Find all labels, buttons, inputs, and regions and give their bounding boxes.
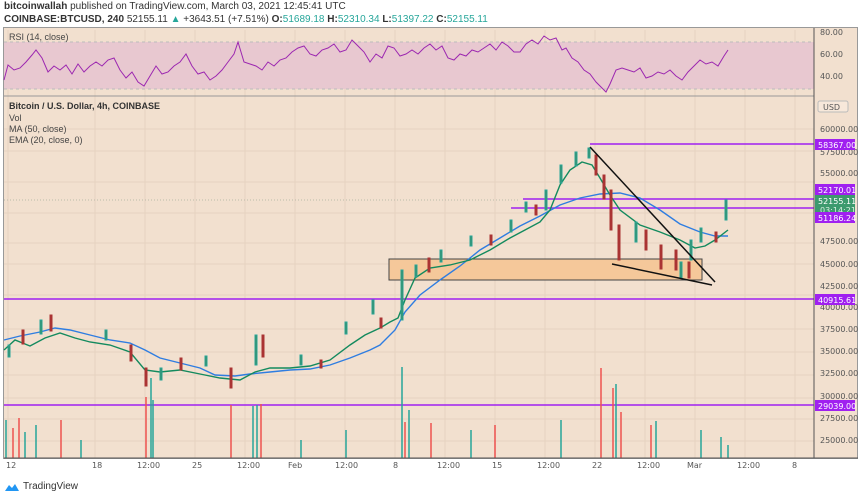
rsi-tick: 40.00: [820, 72, 843, 81]
svg-text:29039.00: 29039.00: [818, 402, 856, 411]
svg-text:40915.61: 40915.61: [818, 296, 856, 305]
symbol-info: COINBASE:BTCUSD, 240 52155.11 ▲ +3643.51…: [4, 14, 488, 25]
svg-text:52170.01: 52170.01: [818, 186, 856, 195]
price-tick: 30000.00: [820, 392, 858, 401]
low-label: L:: [382, 14, 392, 25]
cloud-icon: [5, 483, 19, 491]
svg-text:12:00: 12:00: [335, 461, 358, 470]
svg-text:12:00: 12:00: [737, 461, 760, 470]
svg-text:Feb: Feb: [288, 461, 302, 470]
price-tick: 35000.00: [820, 347, 858, 356]
tradingview-logo[interactable]: TradingView: [4, 481, 78, 492]
price-tick: 42500.00: [820, 282, 858, 291]
currency-badge[interactable]: [817, 100, 849, 113]
brand-label: TradingView: [23, 481, 79, 492]
svg-text:25: 25: [192, 461, 202, 470]
price-tick: 55000.00: [820, 169, 858, 178]
volume-bars: [5, 367, 729, 458]
svg-text:12: 12: [6, 461, 16, 470]
up-triangle-icon: ▲: [170, 14, 181, 25]
price-tick: 27500.00: [820, 414, 858, 423]
rsi-tick: 60.00: [820, 50, 843, 59]
symbol-label: COINBASE:BTCUSD, 240: [4, 14, 125, 25]
currency-label: USD: [823, 103, 840, 112]
high-value: 52310.34: [337, 14, 380, 25]
price-tick: 60000.00: [820, 125, 858, 134]
svg-text:Mar: Mar: [687, 461, 703, 470]
svg-text:51186.24: 51186.24: [818, 214, 856, 223]
svg-text:12:00: 12:00: [237, 461, 260, 470]
svg-text:12:00: 12:00: [537, 461, 560, 470]
price-tick: 40000.00: [820, 303, 858, 312]
high-label: H:: [327, 14, 338, 25]
price-tick: 32500.00: [820, 369, 858, 378]
open-label: O:: [271, 14, 283, 25]
rsi-legend: RSI (14, close): [9, 32, 69, 42]
price-tick: 37500.00: [820, 325, 858, 334]
open-value: 51689.18: [282, 14, 325, 25]
rsi-tick: 80.00: [820, 28, 843, 37]
author-name[interactable]: bitcoinwallah: [4, 1, 68, 12]
svg-text:15: 15: [492, 461, 502, 470]
svg-text:12:00: 12:00: [437, 461, 460, 470]
svg-text:12:00: 12:00: [137, 461, 160, 470]
rsi-line: [3, 35, 729, 93]
svg-text:8: 8: [792, 461, 797, 470]
ma-50-line: [3, 192, 728, 377]
price-tick: 25000.00: [820, 436, 858, 445]
svg-text:22: 22: [592, 461, 602, 470]
wedge-lower-trendline: [611, 263, 713, 286]
time-axis-labels: 12 18 12:00 25 12:00 Feb 12:00 8 12:00 1…: [6, 461, 797, 470]
rsi-band: [4, 42, 814, 89]
publish-text: published on TradingView.com, March 03, …: [70, 1, 346, 12]
svg-text:8: 8: [393, 461, 398, 470]
legend-ma: MA (50, close): [9, 124, 67, 134]
close-label: C:: [436, 14, 447, 25]
svg-text:12:00: 12:00: [637, 461, 660, 470]
close-value: 52155.11: [446, 14, 488, 25]
legend-ema: EMA (20, close, 0): [9, 135, 83, 145]
demand-zone: [388, 258, 703, 281]
price-tick: 47500.00: [820, 237, 858, 246]
price-tick: 57500.00: [820, 148, 858, 157]
svg-text:58367.00: 58367.00: [818, 141, 856, 150]
svg-text:52155.11: 52155.11: [818, 197, 856, 206]
svg-text:03:14:21: 03:14:21: [820, 206, 856, 215]
wedge-upper-trendline: [589, 146, 716, 283]
price-pane-title: Bitcoin / U.S. Dollar, 4h, COINBASE: [9, 101, 161, 111]
legend-vol: Vol: [9, 113, 22, 123]
last-price: 52155.11: [126, 14, 168, 25]
low-value: 51397.22: [391, 14, 434, 25]
price-change: +3643.51 (+7.51%): [183, 14, 269, 25]
publish-info: bitcoinwallah published on TradingView.c…: [4, 1, 346, 12]
support-resistance-levels: [4, 143, 814, 406]
svg-text:18: 18: [92, 461, 102, 470]
price-tick: 45000.00: [820, 260, 858, 269]
